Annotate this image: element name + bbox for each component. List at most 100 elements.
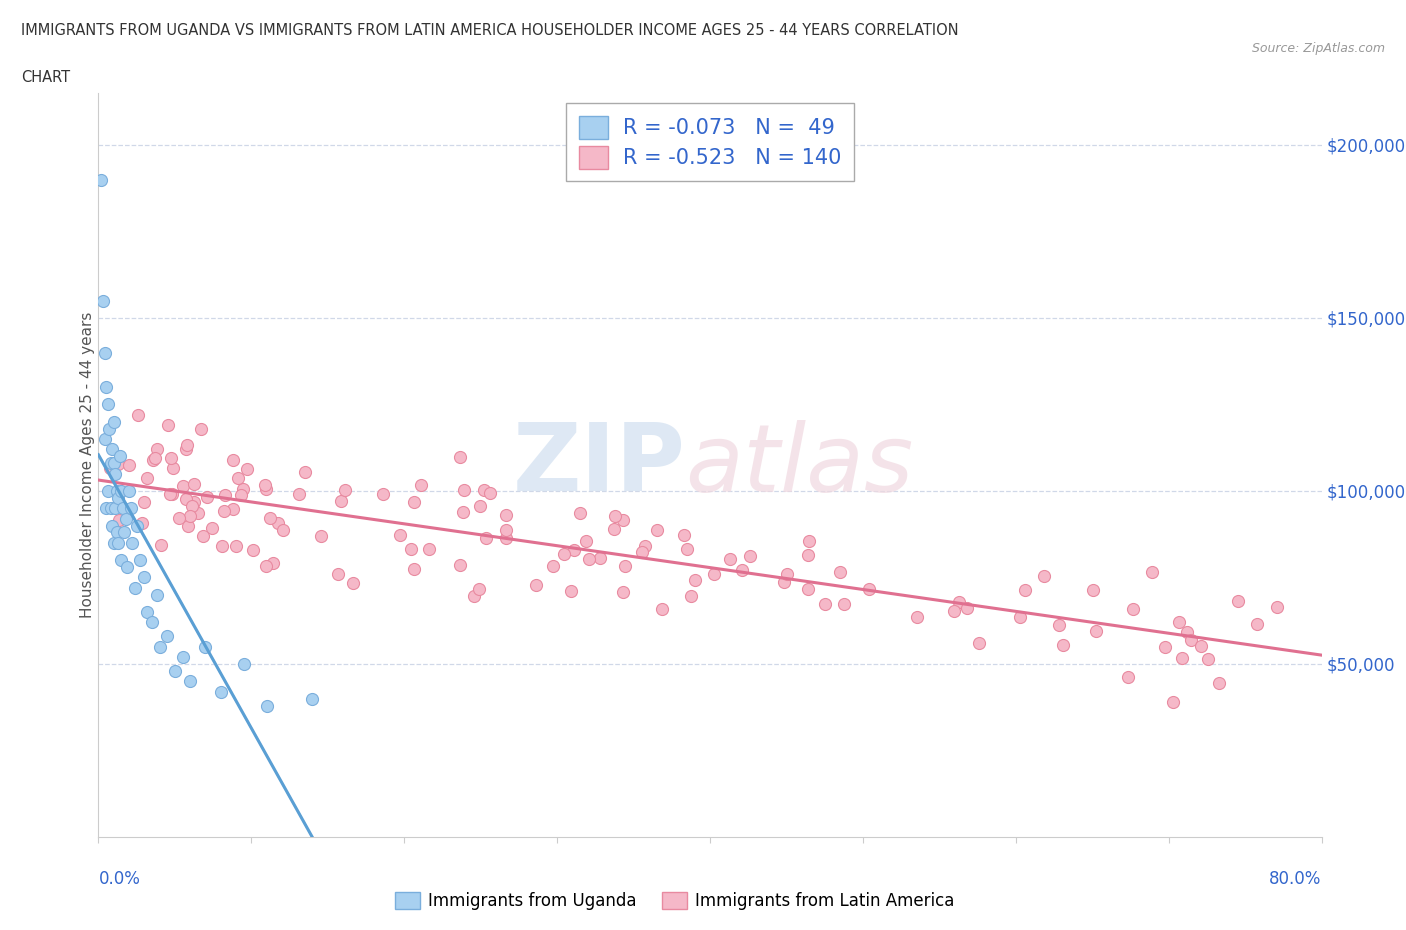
Point — [131, 516, 153, 531]
Point — [294, 464, 316, 479]
Point — [562, 542, 585, 557]
Point — [110, 484, 132, 498]
Point — [453, 483, 475, 498]
Point — [221, 453, 243, 468]
Point — [1122, 602, 1144, 617]
Point — [1208, 676, 1230, 691]
Point — [311, 528, 333, 543]
Text: CHART: CHART — [21, 70, 70, 85]
Point — [222, 501, 245, 516]
Point — [104, 501, 127, 516]
Point — [103, 414, 125, 429]
Point — [301, 691, 323, 706]
Point — [101, 518, 124, 533]
Point — [1197, 652, 1219, 667]
Point — [967, 635, 990, 650]
Point — [553, 547, 575, 562]
Point — [495, 531, 517, 546]
Point — [98, 421, 121, 436]
Point — [1227, 593, 1250, 608]
Point — [111, 501, 134, 516]
Point — [91, 293, 114, 308]
Point — [94, 379, 117, 394]
Point — [145, 588, 167, 603]
Point — [955, 601, 977, 616]
Point — [418, 542, 440, 557]
Point — [1033, 568, 1056, 583]
Point — [93, 345, 115, 360]
Point — [651, 601, 673, 616]
Point — [179, 509, 201, 524]
Point — [128, 552, 150, 567]
Legend: Immigrants from Uganda, Immigrants from Latin America: Immigrants from Uganda, Immigrants from … — [388, 885, 962, 917]
Point — [1014, 582, 1036, 597]
Point — [232, 482, 254, 497]
Point — [100, 501, 122, 516]
Point — [108, 449, 131, 464]
Point — [631, 544, 654, 559]
Point — [136, 604, 159, 619]
Point — [1116, 670, 1139, 684]
Point — [832, 597, 855, 612]
Point — [177, 519, 200, 534]
Point — [603, 509, 626, 524]
Point — [1189, 638, 1212, 653]
Point — [121, 536, 143, 551]
Point — [288, 486, 311, 501]
Point — [797, 534, 820, 549]
Point — [145, 442, 167, 457]
Point — [1008, 610, 1031, 625]
Point — [174, 442, 197, 457]
Point — [495, 523, 517, 538]
Point — [143, 450, 166, 465]
Point — [731, 563, 754, 578]
Point — [100, 456, 122, 471]
Point — [118, 458, 141, 472]
Point — [262, 556, 284, 571]
Point — [478, 485, 501, 500]
Point — [163, 663, 186, 678]
Text: 80.0%: 80.0% — [1270, 870, 1322, 888]
Point — [342, 576, 364, 591]
Point — [94, 501, 117, 516]
Text: ZIP: ZIP — [513, 419, 686, 511]
Point — [1180, 632, 1202, 647]
Point — [389, 527, 412, 542]
Point — [543, 559, 565, 574]
Point — [449, 558, 471, 573]
Point — [108, 512, 131, 527]
Point — [142, 452, 165, 467]
Point — [259, 510, 281, 525]
Point — [201, 521, 224, 536]
Point — [127, 407, 149, 422]
Point — [118, 484, 141, 498]
Point — [90, 172, 112, 187]
Point — [675, 541, 697, 556]
Point — [232, 657, 254, 671]
Point — [181, 498, 204, 513]
Text: atlas: atlas — [686, 419, 914, 511]
Point — [329, 493, 352, 508]
Point — [1175, 624, 1198, 639]
Point — [612, 512, 634, 527]
Y-axis label: Householder Income Ages 25 - 44 years: Householder Income Ages 25 - 44 years — [80, 312, 94, 618]
Point — [107, 536, 129, 551]
Point — [159, 486, 181, 501]
Point — [1140, 565, 1163, 579]
Point — [115, 512, 138, 526]
Point — [125, 518, 148, 533]
Point — [645, 523, 668, 538]
Point — [132, 495, 155, 510]
Legend: R = -0.073   N =  49, R = -0.523   N = 140: R = -0.073 N = 49, R = -0.523 N = 140 — [567, 103, 853, 181]
Point — [101, 442, 124, 457]
Point — [404, 561, 426, 576]
Point — [172, 650, 194, 665]
Point — [183, 494, 205, 509]
Point — [110, 552, 132, 567]
Point — [174, 492, 197, 507]
Point — [575, 533, 598, 548]
Text: 0.0%: 0.0% — [98, 870, 141, 888]
Point — [602, 522, 624, 537]
Point — [214, 488, 236, 503]
Point — [1246, 617, 1268, 631]
